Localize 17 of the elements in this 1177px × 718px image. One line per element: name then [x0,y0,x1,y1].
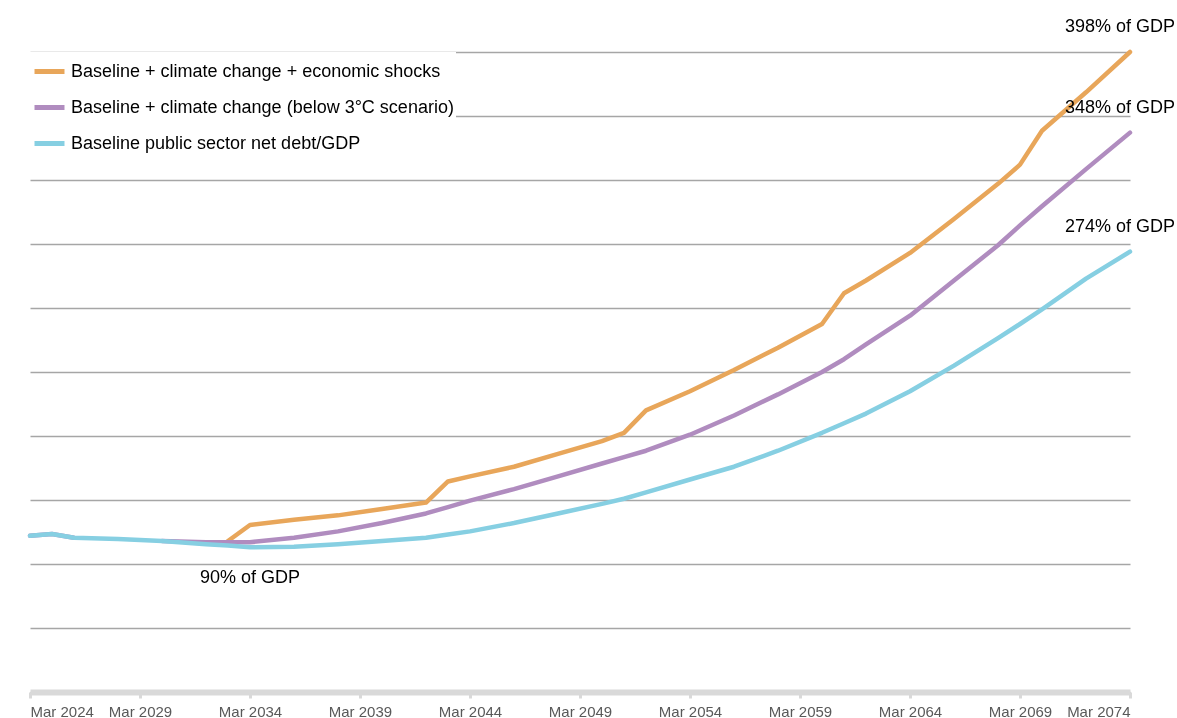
x-tick-label: Mar 2069 [988,702,1053,718]
x-tick-label: Mar 2029 [108,702,173,718]
x-tick-label: Mar 2044 [438,702,503,718]
annotation: 90% of GDP [199,567,300,588]
x-tick-label: Mar 2074 [1067,702,1131,718]
x-tick-label: Mar 2034 [218,702,283,718]
legend-label: Baseline public sector net debt/GDP [71,132,361,153]
legend-label: Baseline + climate change (below 3°C scenario) [71,96,454,117]
x-tick-label: Mar 2024 [30,702,94,718]
x-tick-label: Mar 2054 [658,702,723,718]
annotation: 274% of GDP [1064,215,1175,236]
x-tick-label: Mar 2039 [328,702,393,718]
legend-label: Baseline + climate change + economic shocks [71,60,441,81]
annotation: 398% of GDP [1064,16,1175,36]
x-tick-label: Mar 2049 [548,702,613,718]
x-tick-label: Mar 2064 [878,702,943,718]
x-tick-label: Mar 2059 [768,702,833,718]
